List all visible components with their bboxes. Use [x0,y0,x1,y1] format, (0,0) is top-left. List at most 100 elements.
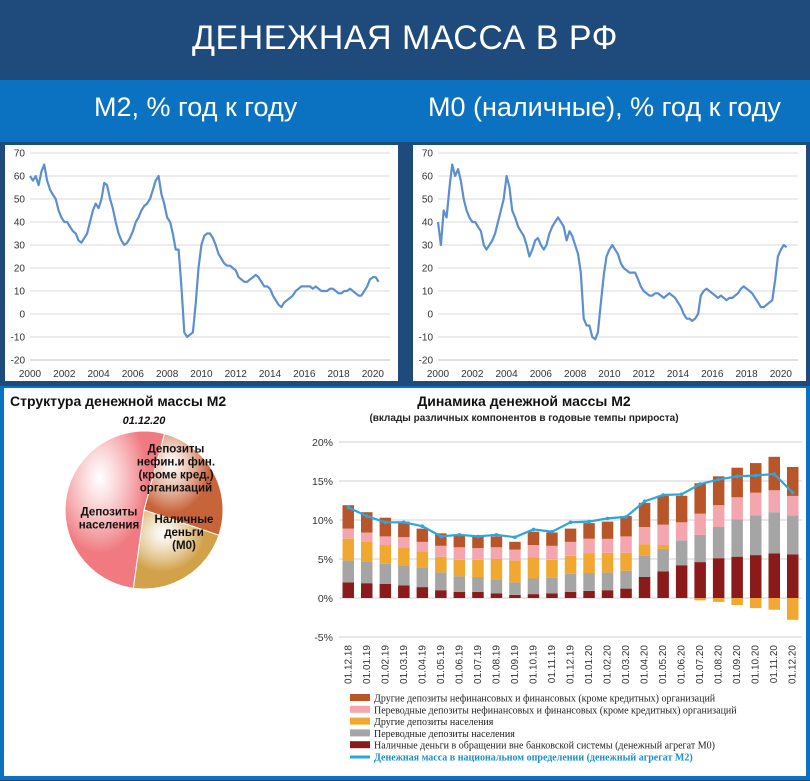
bar-segment [361,512,373,533]
bar-segment [750,463,762,493]
bottom-band: Структура денежной массы М2 01.12.20 Динам… [0,386,810,780]
m2-ytick-label: 60 [14,172,26,183]
bar-segment [731,519,743,557]
bar-segment [435,545,447,557]
bar-segment [601,552,614,573]
m2-xtick-label: 2018 [327,369,350,380]
bar-segment [620,588,632,598]
bar-ytick-label: 20% [312,437,333,449]
bottom-panel: Структура денежной массы М2 01.12.20 Динам… [4,388,806,776]
bar-segment [620,536,632,553]
bar-segment [694,483,706,514]
bar-segment [750,598,762,609]
m0-series-line [436,163,788,341]
bar-segment [490,547,503,559]
m0-ytick-label: 40 [422,218,434,229]
bar-category-label: 01.04.19 [417,645,428,684]
bar-category-label: 01.02.19 [380,645,391,684]
pie-slice [64,430,166,589]
m0-chart-title: М0 (наличные), % год к году [428,92,781,122]
bar-segment [453,547,466,560]
bar-segment [620,516,632,537]
m2-chart-title: М2, % год к году [94,92,298,122]
bar-title: Динамика денежной массы М2 [417,393,631,409]
m2-total-point [476,534,480,539]
page-title: ДЕНЕЖНАЯ МАССА В РФ [0,0,810,76]
pie-slice-label: Депозиты населения [79,507,139,532]
legend-label: Другие депозиты населения [374,717,494,728]
m0-ytick-label: 30 [422,241,434,252]
bar-segment [342,528,354,539]
bar-segment [546,577,558,594]
bar-category-label: 01.06.19 [454,645,465,684]
legend-swatch [350,729,370,737]
m2-total-point [420,524,425,528]
bar-segment [564,555,577,574]
m2-total-point [753,473,758,478]
bar-segment [750,492,762,516]
m2-xtick-label: 2008 [156,369,179,380]
bar-segment [398,537,410,548]
m2-total-point [587,519,591,524]
bar-segment [490,536,503,548]
bar-segment [768,553,780,598]
m0-ytick-label: -20 [419,356,434,367]
m2-total-point [790,490,795,495]
bar-segment [379,517,392,537]
bar-category-label: 01.09.20 [732,645,743,684]
pie-slice [132,509,220,590]
bar-category-label: 01.12.19 [566,645,577,684]
bar-segment [787,495,799,516]
m2-total-point [346,505,351,510]
bar-segment [416,541,429,552]
bar-segment [453,576,466,592]
bar-segment [435,590,447,598]
m0-ytick-label: 50 [422,195,434,206]
bar-segment [379,563,392,584]
bar-segment [527,594,540,598]
bar-segment [564,591,577,598]
m0-xtick-label: 2002 [461,369,484,380]
bar-category-label: 01.03.20 [621,645,632,684]
m2-total-point [772,472,776,476]
bar-segment [620,570,632,589]
bar-segment [416,528,429,542]
bar-segment [601,521,614,539]
bar-segment [657,524,669,545]
bar-segment [398,547,410,566]
bar-segment [731,598,743,605]
bar-segment [472,559,484,577]
m2-total-point [605,516,610,521]
m0-xtick-label: 2004 [495,369,518,380]
m2-total-point [568,520,573,525]
bar-segment [398,565,410,586]
bar-category-label: 01.11.19 [547,645,558,684]
bar-segment [361,583,373,598]
bar-segment [638,544,651,556]
bar-category-label: 01.10.19 [529,645,540,684]
subtitle-band [0,80,810,142]
m0-ytick-label: -10 [419,333,434,344]
bar-category-label: 01.06.20 [677,645,688,684]
bar-subtitle: (вклады различных компонентов в годовые … [369,413,678,424]
bar-segment [638,576,651,598]
bar-segment [379,545,392,564]
bar-segment [787,467,799,496]
legend-swatch [350,705,370,713]
bar-segment [509,549,521,561]
bar-segment [361,561,373,584]
bar-segment [546,559,558,578]
bar-segment [435,572,447,591]
bar-segment [361,532,373,542]
bar-category-label: 01.05.19 [436,645,447,684]
bar-segment [453,535,466,548]
bar-segment [657,548,669,572]
bar-segment [583,523,595,539]
m0-xtick-label: 2006 [530,369,553,380]
bar-segment [527,545,540,558]
m2-ytick-label: 10 [14,287,26,298]
bar-category-label: 01.12.18 [343,645,354,684]
bar-segment [638,555,651,577]
bar-category-label: 01.05.20 [658,645,669,684]
bar-segment [416,587,429,598]
